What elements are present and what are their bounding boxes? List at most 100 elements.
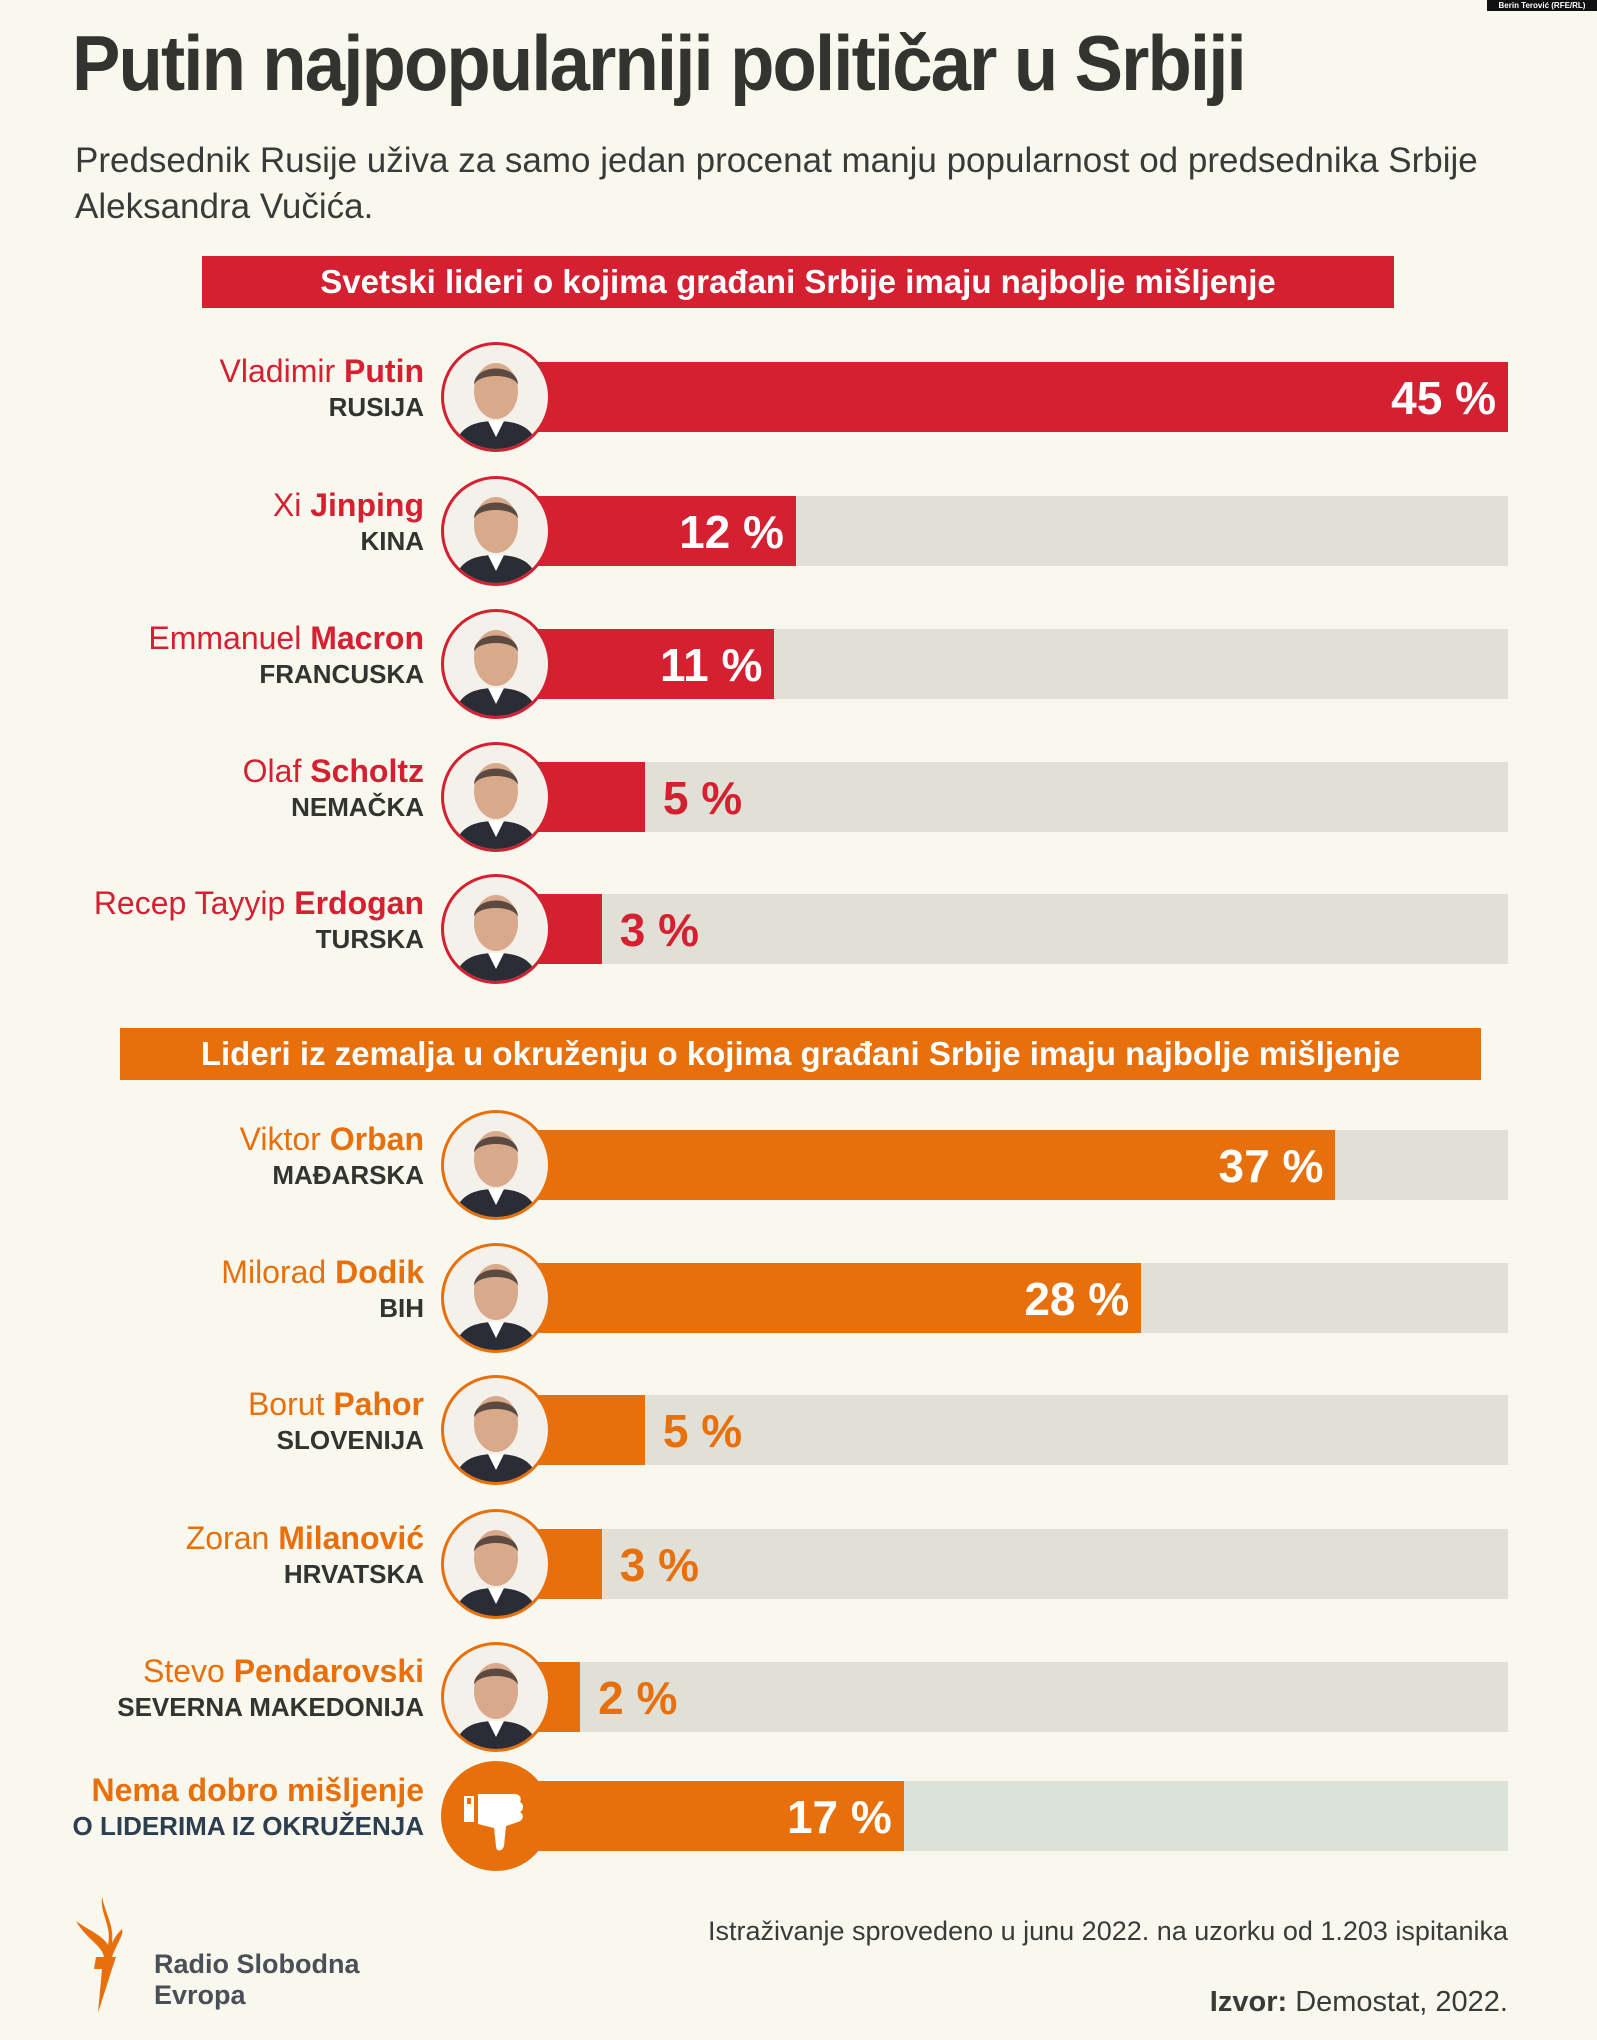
bar-row: Borut Pahor SLOVENIJA 5 % <box>0 1365 1597 1495</box>
leader-name: Viktor Orban <box>240 1120 424 1158</box>
bar-row: Stevo Pendarovski SEVERNA MAKEDONIJA 2 % <box>0 1632 1597 1762</box>
row-label: Vladimir Putin RUSIJA <box>220 352 424 424</box>
country: SLOVENIJA <box>276 1425 424 1455</box>
bar-fill <box>537 1263 1142 1333</box>
torch-icon <box>76 1897 123 2013</box>
bar-track: 45 % <box>537 362 1508 432</box>
bar-row: Zoran Milanović HRVATSKA 3 % <box>0 1499 1597 1629</box>
thumbs-down-icon <box>441 1761 551 1871</box>
row-label: Olaf Scholtz NEMAČKA <box>243 752 424 824</box>
subtitle: Predsednik Rusije uživa za samo jedan pr… <box>75 141 1478 226</box>
bar-track: 11 % <box>537 629 1508 699</box>
logo-line-1: Radio Slobodna <box>154 1949 360 1979</box>
first-name: Stevo <box>142 1653 225 1689</box>
leader-portrait <box>441 742 551 852</box>
last-name: Nema dobro mišljenje <box>91 1772 424 1808</box>
last-name: Putin <box>344 353 424 389</box>
bar-fill <box>537 1395 645 1465</box>
last-name: Pahor <box>333 1386 424 1422</box>
last-name: Macron <box>310 620 424 656</box>
last-name: Pendarovski <box>233 1653 424 1689</box>
first-name: Vladimir <box>219 353 336 389</box>
value-label: 17 % <box>786 1791 892 1843</box>
value-label: 5 % <box>662 772 743 824</box>
leader-portrait <box>441 1243 551 1353</box>
leader-name: Olaf Scholtz <box>243 752 424 790</box>
bar-fill <box>537 1130 1336 1200</box>
leader-portrait <box>441 1375 551 1485</box>
leader-name: Borut Pahor <box>248 1385 424 1423</box>
last-name: Orban <box>329 1121 424 1157</box>
leader-name: Recep Tayyip Erdogan <box>94 884 424 922</box>
value-label: 37 % <box>1218 1140 1324 1192</box>
country: KINA <box>360 526 424 556</box>
leader-name: Vladimir Putin <box>220 352 424 390</box>
bar-track: 17 % <box>537 1781 1508 1851</box>
country: RUSIJA <box>328 392 424 422</box>
first-name: Viktor <box>239 1121 321 1157</box>
first-name: Borut <box>247 1386 325 1422</box>
leader-portrait <box>441 1509 551 1619</box>
bar-track: 37 % <box>537 1130 1508 1200</box>
bar-fill <box>537 496 796 566</box>
first-name: Recep Tayyip <box>93 885 286 921</box>
leader-portrait <box>441 609 551 719</box>
source-label: Izvor: <box>1209 1986 1288 2018</box>
value-label: 11 % <box>660 639 763 691</box>
country: HRVATSKA <box>283 1559 424 1589</box>
row-label: Nema dobro mišljenje O LIDERIMA IZ OKRUŽ… <box>73 1771 424 1843</box>
leader-portrait <box>441 476 551 586</box>
bar-track: 2 % <box>537 1662 1508 1732</box>
bar-row: Milorad Dodik BIH 28 % <box>0 1233 1597 1363</box>
country: TURSKA <box>315 924 424 954</box>
row-label: Emmanuel Macron FRANCUSKA <box>148 619 424 691</box>
bar-fill <box>537 762 645 832</box>
value-label: 3 % <box>619 904 699 956</box>
last-name: Milanović <box>278 1520 424 1556</box>
value-label: 2 % <box>598 1672 678 1724</box>
first-name: Milorad <box>221 1254 327 1290</box>
country: BIH <box>379 1293 424 1323</box>
country: MAĐARSKA <box>272 1160 424 1190</box>
first-name: Zoran <box>185 1520 270 1556</box>
bar-track: 28 % <box>537 1263 1508 1333</box>
bar-track: 5 % <box>537 1395 1508 1465</box>
country: O LIDERIMA IZ OKRUŽENJA <box>72 1811 424 1841</box>
leader-portrait <box>441 1110 551 1220</box>
row-label: Viktor Orban MAĐARSKA <box>240 1120 424 1192</box>
value-label: 45 % <box>1391 372 1496 424</box>
leader-portrait <box>441 1642 551 1752</box>
source: Izvor: Demostat, 2022. <box>1210 1986 1508 2019</box>
leader-portrait <box>441 342 551 452</box>
bar-row: Nema dobro mišljenje O LIDERIMA IZ OKRUŽ… <box>0 1751 1597 1881</box>
leader-name: Milorad Dodik <box>221 1253 424 1291</box>
value-label: 28 % <box>1024 1273 1130 1325</box>
row-label: Recep Tayyip Erdogan TURSKA <box>94 884 424 956</box>
row-label: Borut Pahor SLOVENIJA <box>248 1385 424 1457</box>
row-label: Stevo Pendarovski SEVERNA MAKEDONIJA <box>117 1652 424 1724</box>
page-title: Putin najpopularniji političar u Srbiji <box>72 19 1247 107</box>
photo-credit: Berin Terović (RFE/RL) <box>1487 0 1597 11</box>
section-header-world: Svetski lideri o kojima građani Srbije i… <box>202 256 1394 308</box>
bar-row: Vladimir Putin RUSIJA 45 % <box>0 332 1597 462</box>
row-label: Xi Jinping KINA <box>273 486 424 558</box>
first-name: Emmanuel <box>148 620 302 656</box>
value-label: 5 % <box>662 1405 743 1457</box>
rfe-logo: Radio Slobodna Evropa <box>72 1895 372 2015</box>
bar-track: 12 % <box>537 496 1508 566</box>
last-name: Jinping <box>310 487 424 523</box>
last-name: Dodik <box>335 1254 424 1290</box>
bar-row: Emmanuel Macron FRANCUSKA 11 % <box>0 599 1597 729</box>
leader-name: Xi Jinping <box>273 486 424 524</box>
row-label: Milorad Dodik BIH <box>221 1253 424 1325</box>
bar-fill <box>537 1781 904 1851</box>
bar-row: Viktor Orban MAĐARSKA 37 % <box>0 1100 1597 1230</box>
bar-fill <box>537 362 1508 432</box>
first-name: Olaf <box>242 753 302 789</box>
bar-row: Olaf Scholtz NEMAČKA 5 % <box>0 732 1597 862</box>
leader-portrait <box>441 874 551 984</box>
country: FRANCUSKA <box>259 659 424 689</box>
source-text: Demostat, 2022. <box>1295 1986 1508 2018</box>
country: NEMAČKA <box>291 792 424 822</box>
bar-row: Recep Tayyip Erdogan TURSKA 3 % <box>0 864 1597 994</box>
